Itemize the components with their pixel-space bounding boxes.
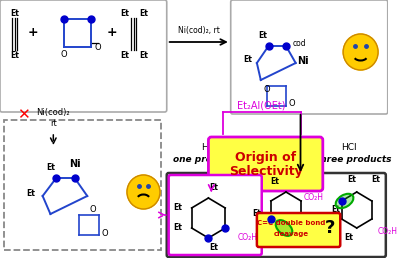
FancyBboxPatch shape [0,0,167,112]
Text: O: O [101,229,108,238]
Text: cleavage: cleavage [273,231,308,237]
Text: Et: Et [331,206,340,214]
Text: HCl: HCl [202,143,217,152]
Text: Et: Et [209,183,218,192]
Text: O: O [288,100,295,109]
Text: rt: rt [50,119,57,128]
Text: Ni: Ni [69,159,80,169]
Text: ?: ? [324,219,335,237]
Text: Et: Et [252,209,261,219]
Text: CO₂H: CO₂H [304,194,324,203]
Text: Et: Et [173,223,182,232]
FancyBboxPatch shape [231,0,388,114]
FancyBboxPatch shape [4,120,161,250]
Text: Et: Et [243,55,252,64]
Text: Et: Et [139,10,148,19]
Text: one product: one product [173,156,234,165]
Text: cod: cod [293,39,306,49]
Text: CO₂H: CO₂H [238,233,258,243]
Text: Et: Et [372,175,380,184]
Text: Ni(cod)₂: Ni(cod)₂ [36,109,70,117]
Text: ✕: ✕ [17,108,30,123]
Text: Et: Et [209,244,218,253]
Text: HCl: HCl [341,143,357,152]
Text: CO₂H: CO₂H [378,228,398,237]
Text: C=C double bond: C=C double bond [257,220,325,226]
FancyBboxPatch shape [169,175,262,255]
Text: Et: Et [10,10,19,19]
Text: H: H [290,236,297,245]
Text: Et: Et [348,175,356,184]
Text: +: + [106,27,117,39]
Text: Et: Et [46,163,55,172]
Text: Et: Et [121,52,130,60]
Text: Et: Et [10,52,19,60]
Text: Et: Et [26,189,36,198]
Ellipse shape [336,194,354,208]
Circle shape [343,34,378,70]
FancyBboxPatch shape [167,173,386,257]
Text: Et: Et [173,204,182,213]
Text: Selectivity: Selectivity [229,165,302,179]
Text: Et: Et [121,10,130,19]
Text: Ni: Ni [298,56,309,66]
Ellipse shape [276,220,292,236]
Text: Et: Et [139,52,148,60]
FancyBboxPatch shape [208,137,323,191]
Text: three products: three products [316,156,392,165]
Text: Origin of: Origin of [235,151,296,165]
Text: O: O [90,206,96,214]
Circle shape [127,175,160,209]
Text: Et₂Al(OEt): Et₂Al(OEt) [238,100,286,110]
Text: O: O [61,50,67,59]
Text: Et: Et [344,233,354,243]
FancyBboxPatch shape [257,213,340,247]
Text: Et: Et [270,178,279,187]
Text: Ni(cod)₂, rt: Ni(cod)₂, rt [178,26,220,35]
Text: +: + [28,27,38,39]
Text: O: O [263,85,270,94]
Text: Et: Et [258,31,267,41]
Text: O: O [94,43,101,52]
